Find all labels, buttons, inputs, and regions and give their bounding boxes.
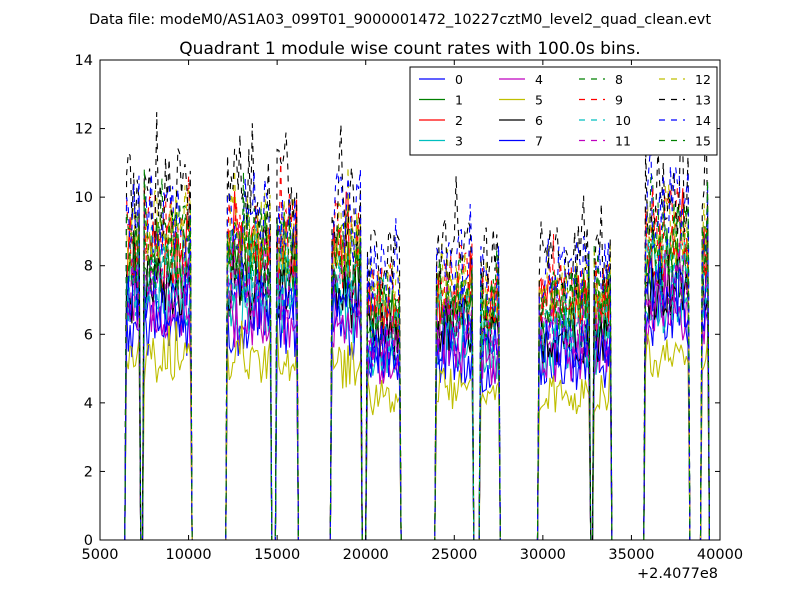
legend-label-6: 6 xyxy=(535,113,543,128)
x-tick-label: 10000 xyxy=(166,547,212,563)
legend-label-2: 2 xyxy=(455,113,463,128)
legend-label-12: 12 xyxy=(695,72,711,87)
legend-box xyxy=(409,66,718,156)
legend-label-3: 3 xyxy=(455,134,463,149)
x-tick-label: 40000 xyxy=(697,547,743,563)
y-tick-label: 6 xyxy=(84,327,93,343)
legend-label-7: 7 xyxy=(535,134,543,149)
y-tick-label: 4 xyxy=(84,396,93,412)
x-tick-label: 30000 xyxy=(520,547,566,563)
x-tick-label: 15000 xyxy=(254,547,300,563)
legend-label-4: 4 xyxy=(535,72,543,87)
x-tick-label: 5000 xyxy=(82,547,119,563)
y-tick-label: 0 xyxy=(84,533,93,549)
legend-label-14: 14 xyxy=(695,113,711,128)
legend-label-11: 11 xyxy=(615,134,631,149)
x-tick-label: 20000 xyxy=(343,547,389,563)
x-offset-label: +2.4077e8 xyxy=(637,566,718,582)
y-tick-label: 12 xyxy=(75,122,93,138)
chart-title: Quadrant 1 module wise count rates with … xyxy=(179,39,640,59)
figure-suptitle: Data file: modeM0/AS1A03_099T01_90000014… xyxy=(89,12,711,28)
x-tick-label: 25000 xyxy=(431,547,477,563)
legend-label-8: 8 xyxy=(615,72,623,87)
y-tick-label: 10 xyxy=(75,190,93,206)
y-tick-label: 14 xyxy=(75,53,93,69)
y-tick-label: 8 xyxy=(84,259,93,275)
legend-label-10: 10 xyxy=(615,113,631,128)
ticks-layer: 5000 10000 15000 20000 25000 30000 35000 40000 0… xyxy=(75,53,744,563)
plot-frame xyxy=(99,59,721,541)
legend-label-15: 15 xyxy=(695,134,711,149)
legend-label-13: 13 xyxy=(695,93,711,108)
legend-label-0: 0 xyxy=(455,72,463,87)
legend-label-1: 1 xyxy=(455,93,463,108)
x-tick-label: 35000 xyxy=(608,547,654,563)
y-tick-label: 2 xyxy=(84,464,93,480)
legend-label-5: 5 xyxy=(535,93,543,108)
legend-label-9: 9 xyxy=(615,93,623,108)
